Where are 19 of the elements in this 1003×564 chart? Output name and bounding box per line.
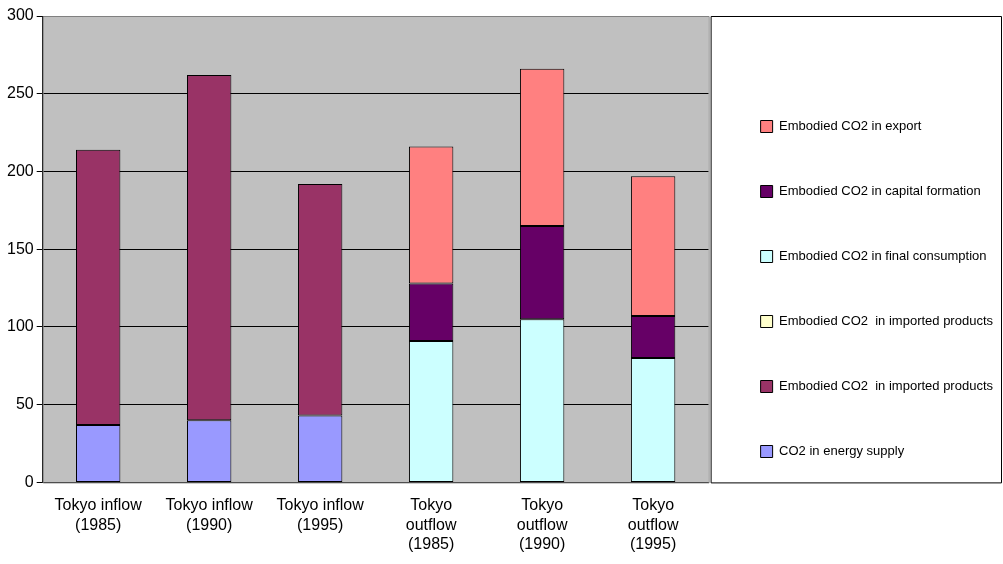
legend-label: Embodied CO2 in imported products xyxy=(779,378,994,394)
x-tick-label: Tokyo outflow (1990) xyxy=(516,496,568,552)
legend-label: CO2 in energy supply xyxy=(779,443,905,459)
y-tick-label: 0 xyxy=(24,472,34,490)
y-tick-label: 300 xyxy=(6,6,34,24)
y-tick-label: 150 xyxy=(6,239,34,257)
y-tick-label: 250 xyxy=(6,84,34,102)
legend-label: Embodied CO2 in export xyxy=(779,118,922,134)
x-tick-label: Tokyo inflow (1990) xyxy=(165,496,254,533)
y-tick-label: 100 xyxy=(6,317,34,335)
x-tick-label: Tokyo outflow (1985) xyxy=(405,496,457,552)
y-tick-label: 200 xyxy=(6,161,34,179)
x-tick-label: Tokyo inflow (1995) xyxy=(276,496,365,533)
x-tick-label: Tokyo inflow (1985) xyxy=(54,496,143,533)
legend-label: Embodied CO2 in final consumption xyxy=(779,248,987,264)
legend-label: Embodied CO2 in capital formation xyxy=(779,183,981,199)
legend-label: Embodied CO2 in imported products xyxy=(779,313,994,329)
y-tick-label: 50 xyxy=(15,395,34,413)
x-tick-label: Tokyo outflow (1995) xyxy=(627,496,679,552)
